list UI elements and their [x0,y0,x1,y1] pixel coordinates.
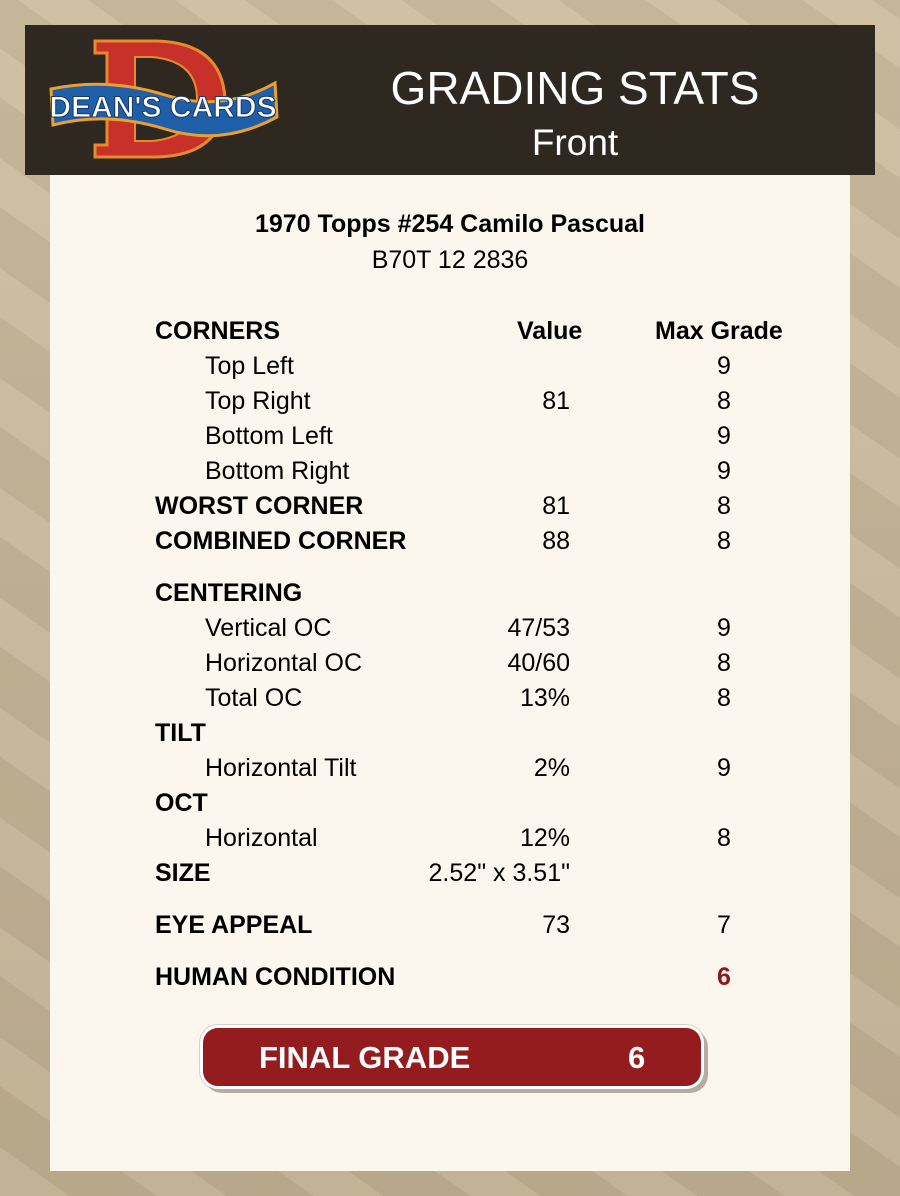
row-max: 9 [717,754,731,782]
deans-cards-logo: DEAN'S CARDS [49,39,279,159]
section-label: TILT [155,719,206,747]
stats-panel [50,170,850,1171]
cert-number: B70T 12 2836 [371,246,529,274]
card-name: 1970 Topps #254 Camilo Pascual [254,210,645,238]
table-row: Top Right 81 8 [155,384,855,419]
table-row: CORNERS Value Max Grade [155,314,855,349]
svg-text:DEAN'S CARDS: DEAN'S CARDS [49,91,276,124]
row-value: 88 [542,527,570,555]
row-label: HUMAN CONDITION [155,963,396,991]
section-label: CORNERS [155,317,281,345]
table-row: Horizontal OC 40/60 8 [155,646,855,681]
table-row: HUMAN CONDITION 6 [155,960,855,995]
row-max: 7 [717,911,731,939]
header-bar: DEAN'S CARDS GRADING STATS Front [25,25,875,175]
column-header-value: Value [517,317,583,345]
row-label: Total OC [205,684,303,712]
row-label: Top Left [205,352,294,380]
row-label: Horizontal OC [205,649,362,677]
row-value: 12% [519,824,570,852]
row-max: 8 [717,527,731,555]
table-row: Top Left 9 [155,349,855,384]
row-value: 81 [542,387,570,415]
row-label: Horizontal [205,824,318,852]
row-label: EYE APPEAL [155,911,313,939]
table-row: TILT [155,716,855,751]
row-value: 2% [533,754,570,782]
table-row: Horizontal 12% 8 [155,821,855,856]
row-value: 81 [542,492,570,520]
row-value: 73 [542,911,570,939]
grading-table: CORNERS Value Max Grade Top Left 9 Top Ri… [155,314,855,995]
row-label: Bottom Left [205,422,333,450]
table-row: Bottom Left 9 [155,419,855,454]
row-label: Horizontal Tilt [205,754,357,782]
row-max: 8 [717,684,731,712]
row-value: 2.52" x 3.51" [428,859,570,887]
row-value: 47/53 [507,614,570,642]
human-condition-grade: 6 [717,963,731,991]
row-max: 9 [717,352,731,380]
row-value: 40/60 [507,649,570,677]
page-title: GRADING STATS [390,62,760,114]
row-max: 8 [717,649,731,677]
row-label: Bottom Right [205,457,350,485]
final-grade-badge: FINAL GRADE 6 [200,1025,704,1089]
row-label: WORST CORNER [155,492,364,520]
row-max: 8 [717,492,731,520]
table-row: CENTERING [155,576,855,611]
row-label: SIZE [155,859,211,887]
row-label: Top Right [205,387,311,415]
row-label: Vertical OC [205,614,332,642]
table-row: Horizontal Tilt 2% 9 [155,751,855,786]
table-row: COMBINED CORNER 88 8 [155,524,855,559]
table-row: SIZE 2.52" x 3.51" [155,856,855,891]
row-max: 8 [717,824,731,852]
table-row: Vertical OC 47/53 9 [155,611,855,646]
table-row: Bottom Right 9 [155,454,855,489]
row-max: 9 [717,457,731,485]
row-max: 8 [717,387,731,415]
section-label: OCT [155,789,208,817]
section-label: CENTERING [155,579,303,607]
table-row: WORST CORNER 81 8 [155,489,855,524]
column-header-max-grade: Max Grade [655,317,783,345]
table-row: EYE APPEAL 73 7 [155,908,855,943]
row-max: 9 [717,422,731,450]
final-grade-value: 6 [628,1040,646,1075]
page-subtitle: Front [531,122,619,163]
final-grade-label: FINAL GRADE [259,1040,471,1075]
row-label: COMBINED CORNER [155,527,407,555]
row-value: 13% [519,684,570,712]
table-row: Total OC 13% 8 [155,681,855,716]
table-row: OCT [155,786,855,821]
row-max: 9 [717,614,731,642]
